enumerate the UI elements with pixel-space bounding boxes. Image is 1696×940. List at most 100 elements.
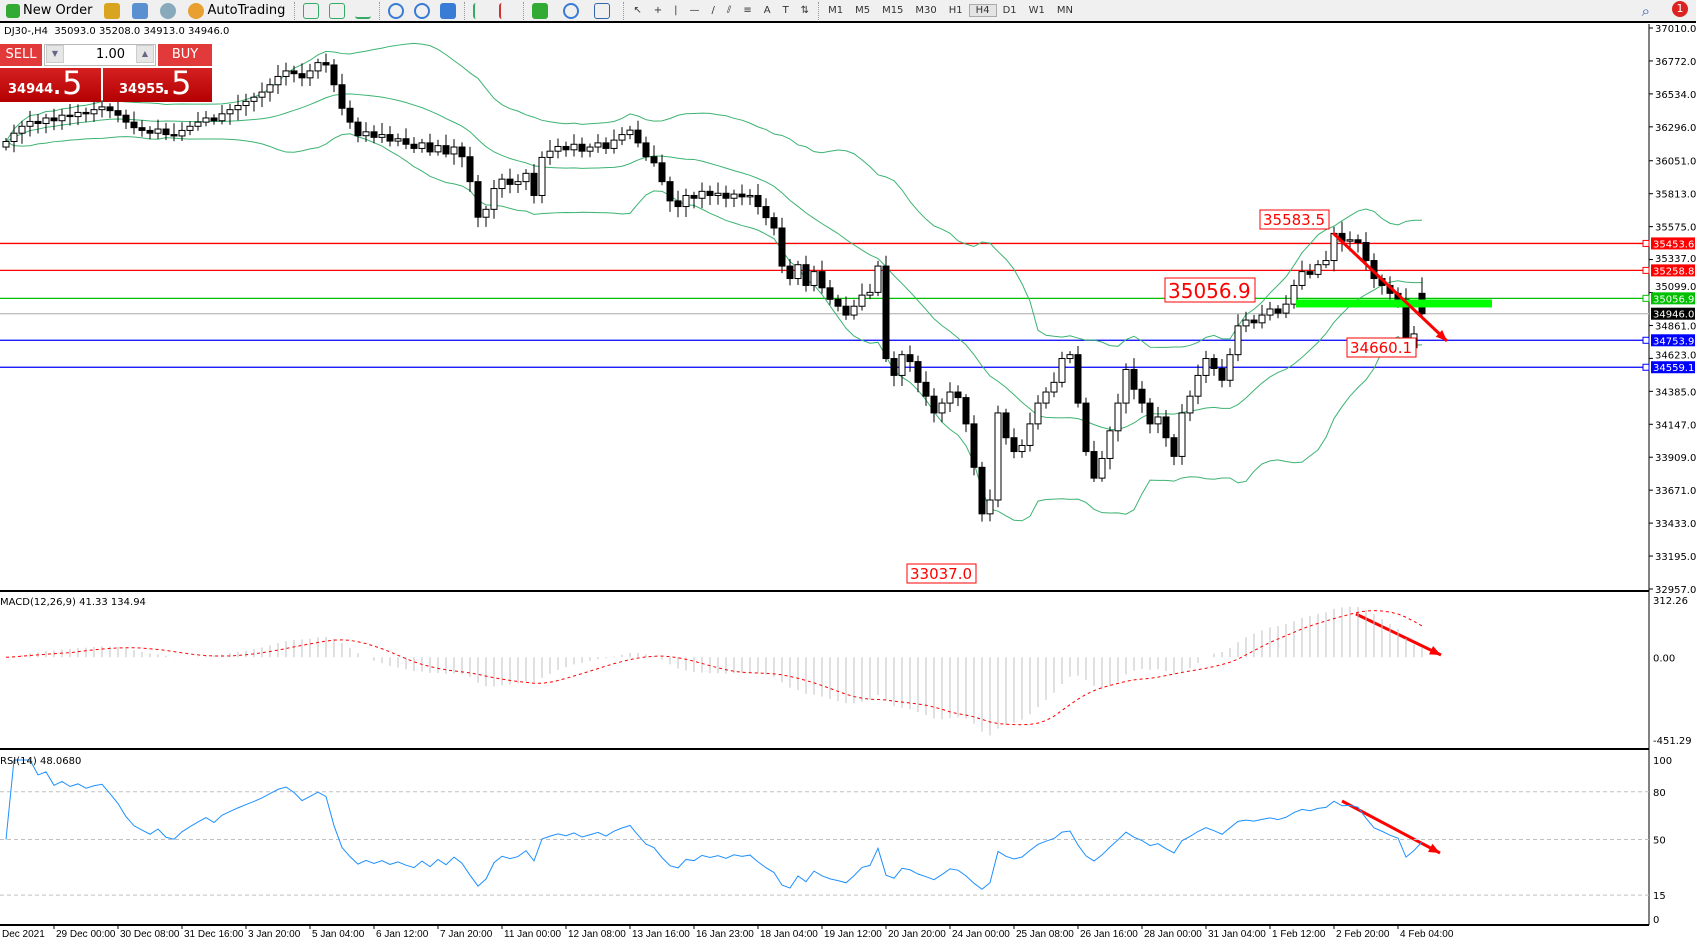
cursor-icon[interactable]: ↖ xyxy=(633,5,642,16)
zoom-in-icon[interactable] xyxy=(388,2,405,19)
candle-bear xyxy=(50,117,58,122)
candle-bull xyxy=(1298,271,1306,286)
candle-bull xyxy=(570,143,578,151)
candle-bull xyxy=(226,109,234,115)
candle-bear xyxy=(1170,437,1178,457)
text-label-icon[interactable]: T xyxy=(782,5,789,16)
candle-bear xyxy=(298,73,306,79)
buy-button[interactable]: BUY xyxy=(158,44,212,66)
chat-icon[interactable]: 1 xyxy=(1666,0,1688,20)
timeframe-w1[interactable]: W1 xyxy=(1028,5,1045,16)
rsi-down-arrow xyxy=(1341,799,1441,855)
time-tick-label: 1 Feb 12:00 xyxy=(1272,929,1326,940)
fibonacci-icon[interactable]: ≡ xyxy=(743,5,752,16)
level-price-tag xyxy=(1651,307,1695,320)
level-price-label: 34559.1 xyxy=(1653,363,1694,374)
price-tick-label: 33433.0 xyxy=(1655,519,1696,530)
horizontal-line-icon[interactable]: — xyxy=(689,5,700,16)
vertical-line-icon[interactable]: | xyxy=(674,5,678,16)
swing-low-annotation-box xyxy=(906,563,977,584)
timeframe-m15[interactable]: M15 xyxy=(882,5,904,16)
price-tick-label: 35575.0 xyxy=(1655,223,1696,234)
chart-shift-icon[interactable] xyxy=(499,2,515,19)
lot-size-input[interactable]: 1.00 xyxy=(44,44,156,66)
periods-icon[interactable] xyxy=(563,2,580,19)
candle-bull xyxy=(194,121,202,127)
candle-bull xyxy=(58,114,66,122)
candle-bull xyxy=(554,145,562,152)
candle-bear xyxy=(426,142,434,153)
sell-button[interactable]: SELL xyxy=(0,44,42,66)
candle-bull xyxy=(98,106,106,111)
timeframe-mn[interactable]: MN xyxy=(1056,5,1073,16)
candle-bear xyxy=(906,354,914,363)
price-tick-label: 36534.0 xyxy=(1655,90,1696,101)
lot-decrease-button[interactable]: ▼ xyxy=(46,45,64,63)
equidistant-channel-icon[interactable]: ⫽ xyxy=(726,5,732,16)
lot-increase-button[interactable]: ▲ xyxy=(136,45,154,63)
time-tick-label: 6 Jan 12:00 xyxy=(376,929,429,940)
price-down-arrow xyxy=(1331,231,1449,343)
time-tick-label: 31 Jan 04:00 xyxy=(1208,929,1266,940)
separator xyxy=(623,1,625,20)
line-chart-icon[interactable] xyxy=(355,3,372,19)
candle-bull xyxy=(858,294,866,307)
candle-bear xyxy=(106,106,114,112)
candle-bear xyxy=(650,156,658,164)
candle-bear xyxy=(82,111,90,115)
timeframe-m5[interactable]: M5 xyxy=(855,5,871,16)
meta-editor-icon[interactable] xyxy=(104,2,121,19)
bollinger-middle xyxy=(5,93,1423,431)
candlestick-icon[interactable] xyxy=(329,2,346,19)
text-icon[interactable]: A xyxy=(763,5,771,16)
buy-price-button[interactable]: 34955.5 xyxy=(103,64,212,102)
templates-icon[interactable] xyxy=(594,2,611,19)
bar-chart-icon[interactable] xyxy=(303,2,320,19)
autotrading-label: AutoTrading xyxy=(207,3,286,18)
arrows-icon[interactable]: ⇅ xyxy=(800,5,810,16)
zoom-out-icon[interactable] xyxy=(414,2,431,19)
timeframe-d1[interactable]: D1 xyxy=(1002,5,1017,16)
autotrading-button[interactable]: AutoTrading xyxy=(182,0,291,22)
trendline-icon[interactable]: / xyxy=(711,5,715,16)
timeframe-h4[interactable]: H4 xyxy=(968,4,997,17)
candle-bear xyxy=(786,265,794,280)
search-icon[interactable]: ⌕ xyxy=(1641,1,1650,20)
timeframe-m30[interactable]: M30 xyxy=(915,5,937,16)
candle-bear xyxy=(1010,437,1018,453)
candle-bull xyxy=(26,120,34,127)
crosshair-icon[interactable]: + xyxy=(653,5,663,16)
level-price-label: 34946.0 xyxy=(1653,310,1694,321)
candle-bull xyxy=(994,412,1002,501)
price-tick-label: 34147.0 xyxy=(1655,420,1696,431)
new-order-button[interactable]: New Order xyxy=(0,0,98,22)
price-tick-label: 35337.0 xyxy=(1655,254,1696,265)
timeframe-h1[interactable]: H1 xyxy=(948,5,963,16)
candle-bear xyxy=(386,134,394,142)
macd-tick-label: 0.00 xyxy=(1653,653,1675,664)
candle-bear xyxy=(1354,239,1362,244)
candle-bear xyxy=(466,156,474,183)
indicators-icon[interactable] xyxy=(532,2,549,19)
candle-bull xyxy=(250,96,258,102)
candle-bear xyxy=(1146,402,1154,425)
candle-bear xyxy=(954,391,962,399)
tile-windows-icon[interactable] xyxy=(440,2,457,19)
rsi-tick-label: 80 xyxy=(1653,788,1666,799)
candle-bear xyxy=(722,192,730,199)
candle-bull xyxy=(362,131,370,137)
market-watch-icon[interactable] xyxy=(132,2,149,19)
autoscroll-icon[interactable] xyxy=(473,2,489,19)
macd-tick-label: -451.29 xyxy=(1653,736,1692,747)
rsi-down-arrow-head xyxy=(1428,843,1440,853)
candle-bull xyxy=(946,391,954,404)
price-tick-label: 36296.0 xyxy=(1655,123,1696,134)
sell-price-button[interactable]: 34944.5 xyxy=(0,64,101,102)
candle-bear xyxy=(634,129,642,144)
timeframe-m1[interactable]: M1 xyxy=(828,5,844,16)
signals-icon[interactable] xyxy=(160,2,177,19)
toolbar: New Order AutoTrading ↖ + | — / ⫽ ≡ A T … xyxy=(0,0,1696,23)
candle-bear xyxy=(754,194,762,208)
candle-bear xyxy=(1130,368,1138,390)
